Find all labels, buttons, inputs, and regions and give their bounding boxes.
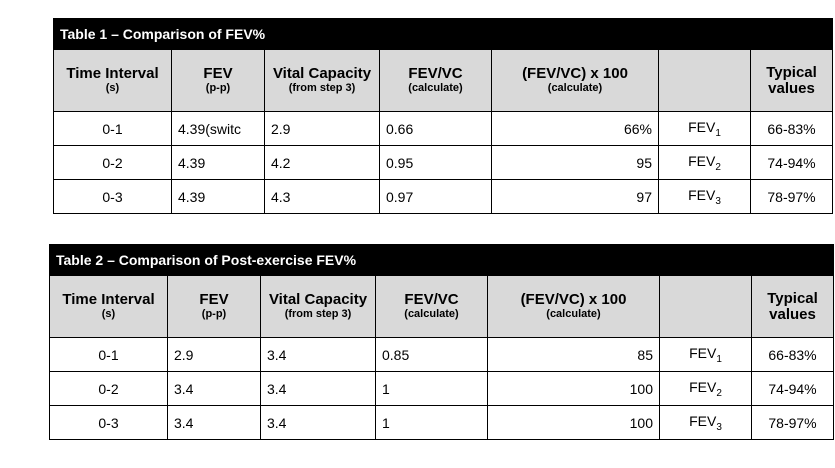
- cell-percent: 95: [491, 145, 659, 180]
- col-header-fev-vc: FEV/VC (calculate): [375, 275, 488, 338]
- cell-fev-label: FEV3: [659, 405, 752, 440]
- col-header-time: Time Interval (s): [53, 49, 172, 112]
- cell-time: 0-3: [49, 405, 168, 440]
- cell-vital-capacity: 4.3: [264, 179, 380, 214]
- cell-percent: 85: [487, 337, 660, 372]
- col-header-typical: Typical values: [749, 49, 834, 112]
- table-row: 0-3 3.4 3.4 1 100 FEV3 78-97%: [49, 405, 835, 440]
- cell-time: 0-1: [49, 337, 168, 372]
- cell-fev-label: FEV1: [659, 337, 752, 372]
- col-header-time: Time Interval (s): [49, 275, 168, 338]
- cell-fev-vc: 0.66: [379, 111, 492, 146]
- cell-typical: 74-94%: [750, 371, 835, 406]
- header-row: Time Interval (s) FEV (p-p) Vital Capacity…: [53, 49, 834, 112]
- cell-fev-vc: 0.97: [379, 179, 492, 214]
- cell-fev-vc: 1: [375, 371, 488, 406]
- post-exercise-fev-table: Table 2 – Comparison of Post-exercise FE…: [48, 244, 835, 440]
- cell-typical: 78-97%: [750, 405, 835, 440]
- header-row: Time Interval (s) FEV (p-p) Vital Capacity…: [49, 275, 835, 338]
- table-caption: Table 1 – Comparison of FEV%: [52, 18, 834, 50]
- cell-fev: 4.39: [171, 145, 265, 180]
- cell-vital-capacity: 3.4: [260, 405, 376, 440]
- col-header-vital-capacity: Vital Capacity (from step 3): [260, 275, 376, 338]
- cell-fev: 3.4: [167, 405, 261, 440]
- col-header-typical: Typical values: [750, 275, 835, 338]
- cell-time: 0-2: [49, 371, 168, 406]
- cell-fev-label: FEV3: [658, 179, 751, 214]
- cell-percent: 100: [487, 405, 660, 440]
- col-header-fev-vc: FEV/VC (calculate): [379, 49, 492, 112]
- table-row: 0-1 4.39(switc 2.9 0.66 66% FEV1 66-83%: [53, 111, 834, 146]
- cell-fev-label: FEV2: [659, 371, 752, 406]
- cell-typical: 74-94%: [749, 145, 834, 180]
- cell-percent: 66%: [491, 111, 659, 146]
- col-header-fev: FEV (p-p): [167, 275, 261, 338]
- cell-typical: 78-97%: [749, 179, 834, 214]
- cell-fev: 4.39: [171, 179, 265, 214]
- cell-fev: 4.39(switc: [171, 111, 265, 146]
- cell-typical: 66-83%: [750, 337, 835, 372]
- cell-vital-capacity: 4.2: [264, 145, 380, 180]
- cell-vital-capacity: 3.4: [260, 337, 376, 372]
- cell-time: 0-1: [53, 111, 172, 146]
- cell-typical: 66-83%: [749, 111, 834, 146]
- cell-vital-capacity: 2.9: [264, 111, 380, 146]
- cell-vital-capacity: 3.4: [260, 371, 376, 406]
- col-header-percent: (FEV/VC) x 100 (calculate): [491, 49, 659, 112]
- col-header-blank: [659, 275, 752, 338]
- table-row: 0-2 4.39 4.2 0.95 95 FEV2 74-94%: [53, 145, 834, 180]
- cell-fev-label: FEV1: [658, 111, 751, 146]
- table-caption: Table 2 – Comparison of Post-exercise FE…: [48, 244, 835, 276]
- table-row: 0-2 3.4 3.4 1 100 FEV2 74-94%: [49, 371, 835, 406]
- cell-fev-vc: 1: [375, 405, 488, 440]
- table-row: 0-1 2.9 3.4 0.85 85 FEV1 66-83%: [49, 337, 835, 372]
- col-header-fev: FEV (p-p): [171, 49, 265, 112]
- fev-comparison-table: Table 1 – Comparison of FEV% Time Interv…: [52, 18, 834, 214]
- cell-time: 0-2: [53, 145, 172, 180]
- table-row: 0-3 4.39 4.3 0.97 97 FEV3 78-97%: [53, 179, 834, 214]
- col-header-percent: (FEV/VC) x 100 (calculate): [487, 275, 660, 338]
- cell-fev-vc: 0.85: [375, 337, 488, 372]
- cell-fev-label: FEV2: [658, 145, 751, 180]
- cell-percent: 97: [491, 179, 659, 214]
- cell-percent: 100: [487, 371, 660, 406]
- cell-fev-vc: 0.95: [379, 145, 492, 180]
- cell-time: 0-3: [53, 179, 172, 214]
- cell-fev: 3.4: [167, 371, 261, 406]
- col-header-blank: [658, 49, 751, 112]
- col-header-vital-capacity: Vital Capacity (from step 3): [264, 49, 380, 112]
- cell-fev: 2.9: [167, 337, 261, 372]
